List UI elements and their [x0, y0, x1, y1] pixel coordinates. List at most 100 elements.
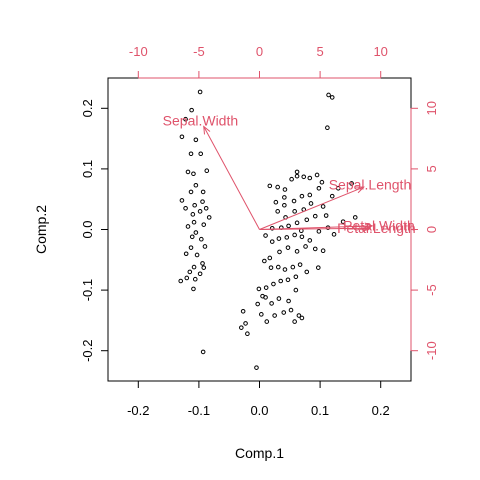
data-point: [276, 236, 282, 241]
data-point: [296, 313, 302, 318]
data-point: [329, 193, 335, 199]
data-point: [189, 234, 195, 240]
data-point: [271, 281, 276, 287]
data-point: [206, 215, 212, 220]
data-point: [243, 321, 248, 326]
data-point: [259, 312, 264, 317]
arrow-head: [355, 186, 365, 194]
data-point: [340, 219, 346, 224]
data-point: [320, 248, 326, 254]
y-secondary-tick-label: 5: [424, 165, 439, 172]
data-point: [312, 213, 318, 219]
data-point: [331, 232, 337, 237]
data-point: [286, 223, 291, 229]
data-point: [290, 264, 296, 270]
x-tick-label: -0.1: [188, 403, 210, 418]
data-point: [297, 262, 303, 267]
data-point: [197, 89, 203, 95]
data-point: [193, 137, 199, 143]
data-point: [183, 205, 188, 211]
data-point: [264, 319, 270, 324]
data-point: [293, 274, 299, 280]
data-point: [272, 313, 277, 318]
data-point: [198, 151, 204, 157]
x-tick-label: 0.1: [311, 403, 329, 418]
loading-arrow: [259, 186, 364, 230]
data-point: [301, 174, 307, 180]
data-point: [307, 175, 313, 181]
data-point: [263, 233, 268, 238]
data-point: [178, 278, 184, 284]
data-point: [281, 310, 287, 315]
y-tick-label: 0.0: [80, 220, 95, 238]
data-point: [200, 349, 206, 355]
data-point: [191, 286, 196, 292]
data-point: [200, 189, 206, 195]
data-point: [316, 229, 322, 234]
loading-arrow: [259, 227, 370, 230]
data-point: [191, 171, 196, 177]
data-point: [240, 309, 246, 314]
data-point: [239, 325, 244, 330]
data-point: [267, 255, 273, 261]
loading-label: Sepal.Width: [163, 112, 238, 128]
data-point: [190, 212, 196, 217]
data-point: [284, 235, 290, 240]
data-point: [191, 264, 197, 270]
data-point: [294, 169, 300, 175]
axes: -0.2 -0.1 0.0 0.1 0.2 -0.2 -0.1 0.0 0.1 0.2 -10 -5 0…: [80, 44, 439, 418]
data-point: [254, 365, 259, 370]
x-secondary-tick-label: -5: [193, 44, 205, 59]
data-point: [275, 184, 280, 190]
data-point: [282, 267, 288, 272]
data-point: [200, 199, 205, 204]
data-point: [294, 173, 300, 179]
scatter-points: [178, 89, 358, 370]
data-point: [323, 213, 329, 218]
data-point: [285, 245, 291, 250]
x-secondary-tick-label: 5: [316, 44, 323, 59]
data-point: [282, 187, 288, 192]
loading-arrows: Sepal.Width Sepal.Length Petal.WidthPetal.…: [163, 112, 416, 236]
data-point: [202, 244, 208, 249]
data-point: [292, 319, 297, 324]
data-point: [316, 185, 322, 191]
data-point: [184, 275, 190, 281]
data-point: [285, 277, 291, 283]
y-secondary-tick-label: 0: [424, 226, 439, 233]
data-point: [277, 249, 282, 255]
y-tick-label: 0.2: [80, 99, 95, 117]
data-point: [269, 301, 274, 306]
data-point: [197, 271, 203, 277]
data-point: [188, 189, 194, 195]
x-tick-label: 0.0: [250, 403, 268, 418]
data-point: [292, 232, 297, 238]
data-point: [294, 220, 300, 226]
x-secondary-tick-label: -10: [129, 44, 148, 59]
y-tick-label: 0.1: [80, 160, 95, 178]
data-point: [299, 193, 305, 199]
data-point: [204, 168, 210, 174]
data-point: [192, 276, 198, 282]
data-point: [185, 224, 191, 229]
arrow-head: [203, 125, 211, 135]
data-point: [245, 331, 250, 337]
x-tick-label: -0.2: [127, 403, 149, 418]
data-point: [203, 205, 209, 211]
data-point: [335, 185, 341, 191]
data-point: [291, 198, 297, 204]
data-point: [183, 116, 188, 122]
data-point: [307, 192, 313, 198]
data-point: [268, 265, 274, 270]
data-point: [276, 296, 282, 301]
data-point: [194, 252, 200, 258]
data-point: [179, 198, 185, 203]
data-point: [260, 293, 265, 299]
data-point: [308, 201, 314, 206]
data-point: [349, 181, 354, 186]
data-point: [303, 244, 308, 249]
data-point: [188, 245, 194, 250]
x-secondary-tick-label: 0: [256, 44, 263, 59]
x-tick-label: 0.2: [372, 403, 390, 418]
